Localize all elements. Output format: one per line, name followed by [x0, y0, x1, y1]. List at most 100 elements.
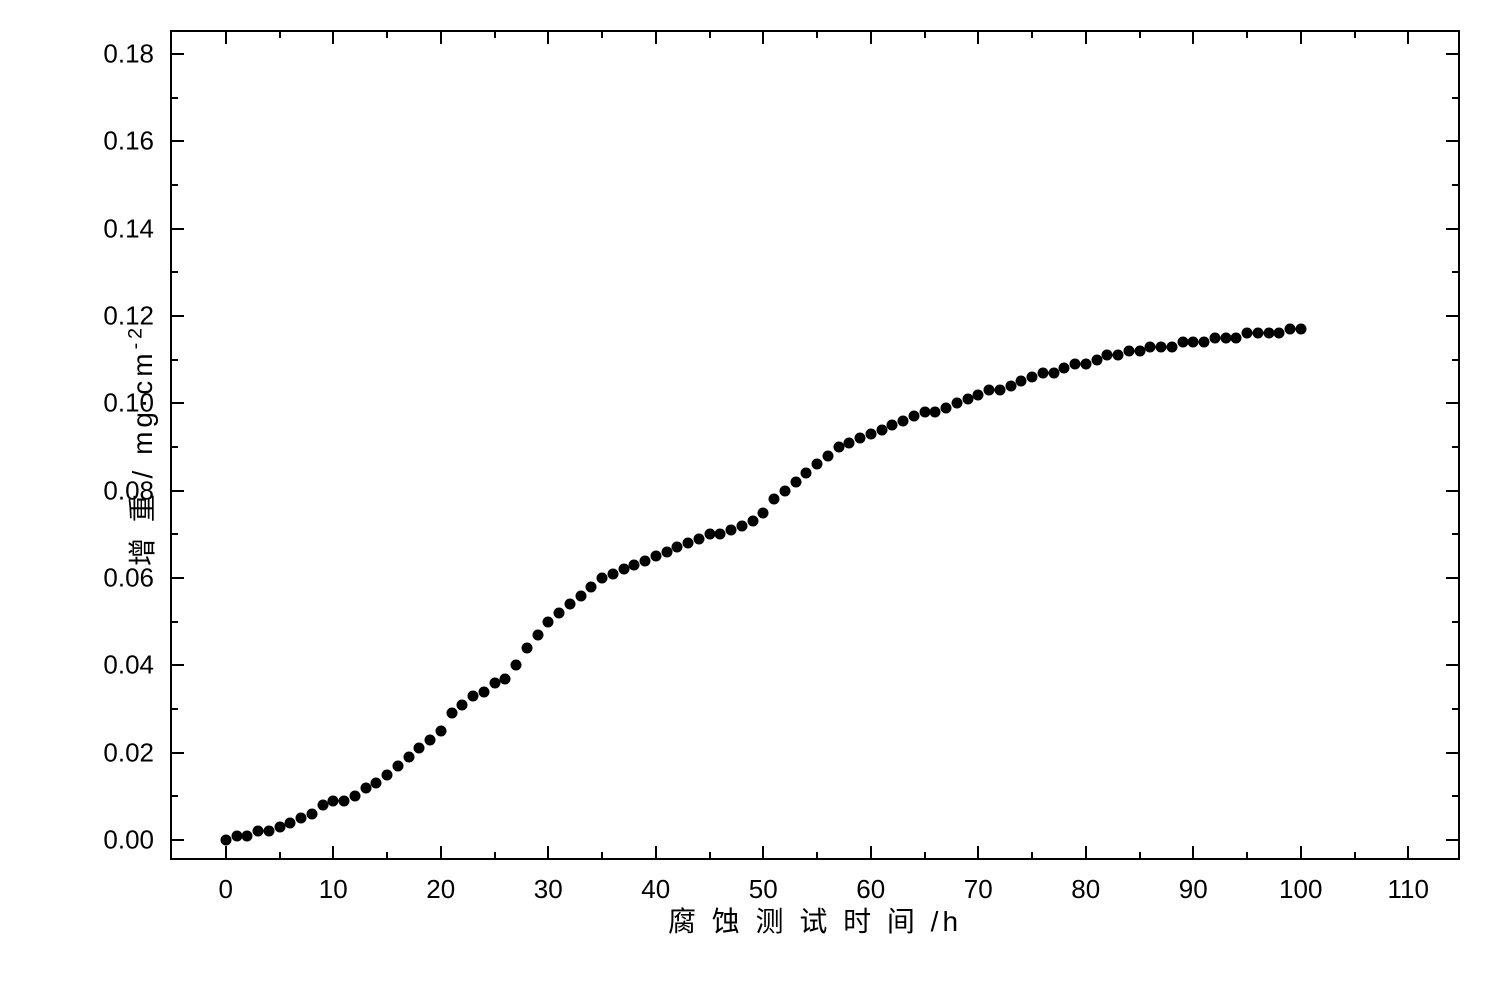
data-point [1252, 328, 1263, 339]
x-tick-major [225, 846, 227, 858]
data-point [317, 800, 328, 811]
data-point [575, 590, 586, 601]
x-tick-minor [816, 852, 818, 858]
x-tick-minor [494, 852, 496, 858]
data-point [618, 564, 629, 575]
y-tick-minor [1452, 271, 1458, 273]
data-point [296, 813, 307, 824]
data-point [704, 529, 715, 540]
data-point [683, 538, 694, 549]
y-tick-minor [172, 446, 178, 448]
x-axis-label-text: 腐 蚀 测 试 时 间 /h [668, 906, 962, 937]
data-point [382, 769, 393, 780]
y-tick-major [1446, 315, 1458, 317]
data-point [306, 808, 317, 819]
data-point [1242, 328, 1253, 339]
x-tick-major [870, 32, 872, 44]
data-point [349, 791, 360, 802]
y-tick-major [1446, 577, 1458, 579]
data-point [554, 608, 565, 619]
y-tick-label: 0.02 [103, 737, 154, 768]
data-point [242, 830, 253, 841]
y-tick-minor [172, 97, 178, 99]
data-point [435, 725, 446, 736]
x-tick-major [977, 32, 979, 44]
data-point [1037, 367, 1048, 378]
y-axis-label: 增 重 / mg·cm-2 [121, 324, 161, 566]
y-tick-minor [172, 533, 178, 535]
x-tick-minor [709, 32, 711, 38]
data-point [1027, 372, 1038, 383]
x-tick-label: 10 [319, 874, 348, 905]
y-tick-minor [172, 271, 178, 273]
data-point [1220, 332, 1231, 343]
data-point [468, 691, 479, 702]
x-tick-minor [1246, 32, 1248, 38]
x-tick-minor [494, 32, 496, 38]
data-point [844, 437, 855, 448]
y-tick-major [1446, 228, 1458, 230]
data-point [973, 389, 984, 400]
x-tick-minor [1031, 32, 1033, 38]
x-tick-minor [816, 32, 818, 38]
data-point [392, 760, 403, 771]
x-tick-label: 90 [1179, 874, 1208, 905]
data-point [1134, 345, 1145, 356]
data-point [1070, 359, 1081, 370]
x-tick-label: 0 [219, 874, 233, 905]
y-tick-major [172, 140, 184, 142]
data-point [1209, 332, 1220, 343]
data-point [597, 573, 608, 584]
data-point [478, 686, 489, 697]
y-tick-minor [1452, 533, 1458, 535]
chart-container: 0.000.020.040.060.080.100.120.140.160.18… [0, 0, 1499, 984]
x-tick-minor [386, 32, 388, 38]
y-tick-major [1446, 140, 1458, 142]
data-point [715, 529, 726, 540]
y-tick-major [172, 315, 184, 317]
data-point [1048, 367, 1059, 378]
x-tick-major [762, 846, 764, 858]
x-tick-label: 110 [1388, 874, 1429, 905]
data-point [833, 442, 844, 453]
data-point [865, 428, 876, 439]
x-tick-major [225, 32, 227, 44]
x-tick-minor [1354, 32, 1356, 38]
data-point [263, 826, 274, 837]
x-tick-major [332, 32, 334, 44]
x-tick-minor [601, 32, 603, 38]
data-point [403, 752, 414, 763]
data-point [1274, 328, 1285, 339]
data-point [887, 420, 898, 431]
y-tick-major [172, 577, 184, 579]
y-tick-label: 0.04 [103, 650, 154, 681]
data-point [876, 424, 887, 435]
data-point [661, 546, 672, 557]
data-point [339, 795, 350, 806]
data-point [994, 385, 1005, 396]
data-point [607, 568, 618, 579]
x-tick-label: 20 [426, 874, 455, 905]
data-point [1166, 341, 1177, 352]
x-tick-minor [1246, 852, 1248, 858]
data-point [1005, 380, 1016, 391]
x-tick-major [1407, 32, 1409, 44]
x-tick-major [1192, 32, 1194, 44]
x-tick-minor [709, 852, 711, 858]
y-tick-major [1446, 664, 1458, 666]
x-tick-major [1085, 846, 1087, 858]
data-point [790, 476, 801, 487]
data-point [521, 642, 532, 653]
data-point [801, 468, 812, 479]
y-tick-label: 0.18 [103, 38, 154, 69]
data-point [726, 525, 737, 536]
data-point [779, 485, 790, 496]
x-tick-major [977, 846, 979, 858]
x-tick-minor [279, 32, 281, 38]
data-point [231, 830, 242, 841]
data-point [489, 677, 500, 688]
x-tick-label: 80 [1071, 874, 1100, 905]
y-tick-minor [172, 359, 178, 361]
data-point [629, 559, 640, 570]
x-tick-minor [1139, 32, 1141, 38]
